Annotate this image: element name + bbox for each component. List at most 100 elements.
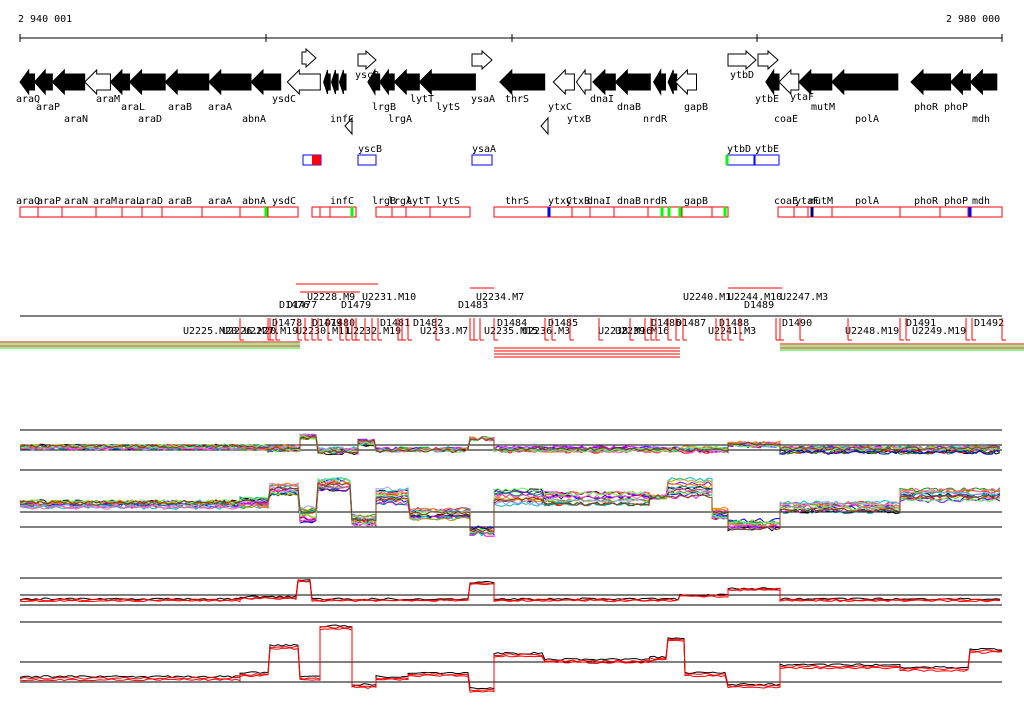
feature-bottom-2: U2227.M19 [244, 326, 298, 337]
gene-arrow-18 [552, 68, 575, 96]
gene-small-reverse [540, 116, 549, 136]
box-row-label-15: thrS [505, 196, 529, 207]
gene-arrow-30 [949, 68, 971, 96]
expr2-trace-13 [19, 482, 1001, 533]
expr2-trace-10 [19, 478, 1001, 534]
coord-left: 2 940 001 [18, 14, 72, 25]
feature-bottom-6: U2230.M11 [296, 326, 350, 337]
box-row-label-14: lytS [436, 196, 460, 207]
gene-label-20: dnaI [590, 94, 614, 105]
feature-bottom-8: D1481 [380, 318, 410, 329]
feature-bottom-10: U2233.M7 [420, 326, 468, 337]
gene-arrow-21 [614, 68, 651, 96]
gene-forward-0 [301, 47, 317, 69]
feature-top-6: U2234.M7 [476, 292, 524, 303]
feature-bottom-13: U2236.M3 [522, 326, 570, 337]
box-row-label-4: araL [118, 196, 142, 207]
small-box-2 [471, 154, 493, 166]
feature-top-4: D1479 [341, 300, 371, 311]
gene-label-7: araA [208, 102, 232, 113]
feature-bottom-9: D1482 [413, 318, 443, 329]
gene-label-30: phoR [914, 102, 939, 113]
gene-label-31: phoP [944, 102, 968, 113]
gene-box-19 [571, 206, 591, 218]
box-row-label-27: phoP [944, 196, 968, 207]
box-row-label-19: dnaB [617, 196, 641, 207]
box-row-label-20: nrdR [643, 196, 668, 207]
gene-box-18 [547, 206, 573, 218]
gene-arrow-16 [418, 68, 476, 96]
expr3-trace-2 [19, 580, 1001, 603]
gene-label-27: coaE [774, 114, 798, 125]
gene-arrow-0 [19, 68, 36, 96]
gene-label-17: thrS [505, 94, 529, 105]
gene-label-25: ytbE [755, 94, 779, 105]
gene-box-5 [141, 206, 163, 218]
box-row-label-22: coaE [774, 196, 798, 207]
feature-bottom-23: D1491 [906, 318, 936, 329]
expr3-trace-1 [19, 579, 1001, 602]
ruler [19, 34, 1003, 42]
gene-arrow-25 [765, 68, 780, 96]
gene-arrow-2 [51, 68, 86, 96]
gene-box-8 [239, 206, 269, 218]
box-row-label-0: araQ [16, 196, 40, 207]
gene-label-32: mdh [972, 114, 990, 125]
gene-box-14 [391, 206, 407, 218]
gene-label-11: infC [330, 114, 354, 125]
gene-arrow-8 [250, 68, 282, 96]
gene-box-6 [161, 206, 203, 218]
gene-box-21 [613, 206, 649, 218]
gene-arrow-26 [778, 68, 800, 96]
gene-arrow-7 [208, 68, 252, 96]
feature-bottom-14: D1485 [548, 318, 578, 329]
gene-label-13: lytT [410, 94, 434, 105]
feature-top-0: D1476 [279, 300, 309, 311]
gene-label-2: araN [64, 114, 88, 125]
gene-box-12 [329, 206, 357, 218]
upper-gene-boxes: yscB ysaA ytbD ytbE [302, 144, 780, 166]
box-row-label-7: araA [208, 196, 232, 207]
expr4-trace-0 [19, 624, 1002, 690]
gene-arrow-20 [592, 68, 616, 96]
gene-label-22: nrdR [643, 114, 668, 125]
feature-bottom-21: D1490 [782, 318, 812, 329]
box-row-label-24: mutM [809, 196, 833, 207]
feature-bottom-22: U2248.M19 [845, 326, 899, 337]
box-row-label-17: ytxB [566, 196, 590, 207]
expr2-trace-12 [19, 477, 1001, 534]
small-box-fill-0 [312, 155, 321, 165]
gene-arrow-12 [338, 69, 347, 95]
gene-box-4 [121, 206, 143, 218]
gene-box-28 [793, 206, 809, 218]
gene-box-20 [589, 206, 615, 218]
gene-arrow-15 [393, 68, 420, 96]
feature-bottom-4: D1479 [312, 318, 342, 329]
gene-arrow-5 [128, 68, 166, 96]
box-row-label-18: dnaI [587, 196, 611, 207]
gene-arrow-1 [33, 68, 53, 96]
feature-bottom-1: U2226.M20 [222, 326, 276, 337]
gene-label-15: lrgA [388, 114, 412, 125]
gene-label-6: araB [168, 102, 192, 113]
feature-bottom-20: U2241.M3 [708, 326, 756, 337]
gene-label-8: abnA [242, 114, 266, 125]
gene-box-13 [375, 206, 393, 218]
gene-box-10 [311, 206, 321, 218]
gene-box-30 [831, 206, 901, 218]
gene-box-7 [201, 206, 241, 218]
feature-bottom-24: U2249.M19 [912, 326, 966, 337]
gene-arrow-4 [109, 68, 131, 96]
gene-box-3 [95, 206, 123, 218]
gene-box-25 [681, 206, 713, 218]
gene-label-24: ytbD [730, 70, 754, 81]
small-box-label-3: ytbD [727, 144, 751, 155]
gene-box-22 [647, 206, 663, 218]
box-row-label-10: infC [330, 196, 354, 207]
gene-label-3: araM [96, 94, 120, 105]
feature-bottom-17: D1486 [651, 318, 681, 329]
gene-label-28: mutM [811, 102, 835, 113]
gene-arrow-31 [969, 68, 998, 96]
gene-label-10: yscB [355, 70, 379, 81]
